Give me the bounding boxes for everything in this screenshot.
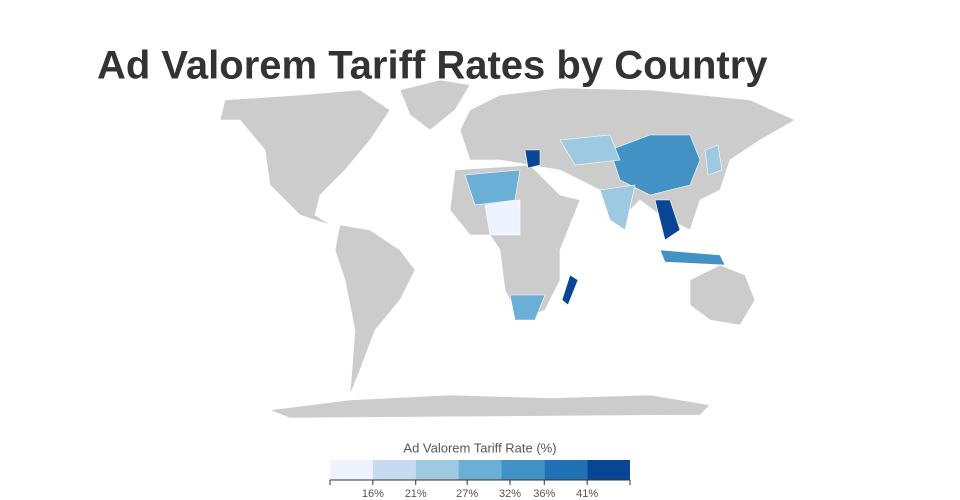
legend-swatch	[415, 460, 459, 480]
country	[561, 274, 579, 306]
country	[599, 184, 636, 231]
country	[654, 199, 681, 241]
legend-tick-label: 27%	[456, 488, 478, 500]
country	[559, 134, 621, 166]
country	[704, 144, 723, 176]
south-america	[334, 224, 416, 396]
legend-tick-label: 32%	[499, 488, 521, 500]
legend-swatch	[372, 460, 416, 480]
antarctica	[269, 394, 711, 419]
country	[609, 134, 701, 196]
country	[524, 149, 541, 169]
legend-title: Ad Valorem Tariff Rate (%)	[403, 440, 556, 455]
legend-swatch	[458, 460, 502, 480]
legend-swatch	[544, 460, 588, 480]
australia	[689, 264, 756, 326]
world-map	[219, 79, 796, 419]
map-title: Ad Valorem Tariff Rates by Country	[97, 44, 768, 88]
legend-swatch	[330, 460, 373, 480]
legend-tick-label: 36%	[533, 488, 555, 500]
legend: 16% 21% 27% 32% 36% 41%	[329, 460, 631, 500]
legend-tick-label: 41%	[576, 488, 598, 500]
country	[509, 294, 546, 321]
country	[484, 199, 521, 236]
legend-swatch	[501, 460, 545, 480]
greenland	[399, 79, 471, 131]
country	[464, 169, 521, 206]
legend-swatch	[587, 460, 630, 480]
north-america	[219, 89, 391, 226]
legend-tick-label: 21%	[405, 488, 427, 500]
country	[659, 249, 726, 266]
legend-tick-label: 16%	[362, 488, 384, 500]
